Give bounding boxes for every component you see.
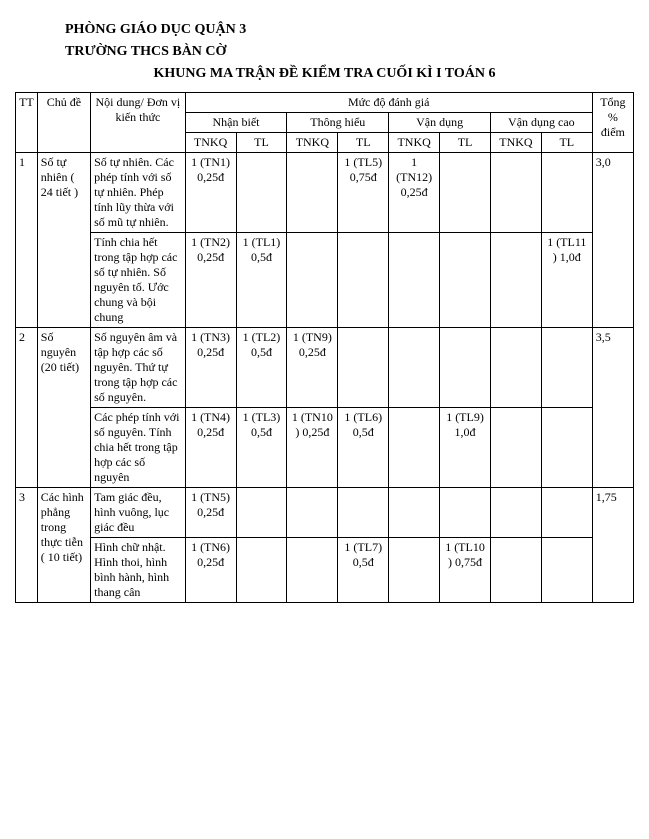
cell-value xyxy=(490,408,541,488)
cell-value xyxy=(541,328,592,408)
cell-value xyxy=(541,538,592,603)
cell-value: 1 (TL7) 0,5đ xyxy=(338,538,389,603)
cell-value: 1 (TN1) 0,25đ xyxy=(185,153,236,233)
cell-tong: 3,0 xyxy=(592,153,633,328)
th-tl: TL xyxy=(338,133,389,153)
cell-value xyxy=(236,153,287,233)
cell-value: 1 (TL9) 1,0đ xyxy=(440,408,491,488)
cell-value xyxy=(287,488,338,538)
cell-noidung: Các phép tính với số nguyên. Tính chia h… xyxy=(91,408,186,488)
cell-value xyxy=(287,538,338,603)
table-row: 2Số nguyên (20 tiết)Số nguyên âm và tập … xyxy=(16,328,634,408)
th-noidung: Nội dung/ Đơn vị kiến thức xyxy=(91,93,186,153)
table-row: 3Các hình phẳng trong thực tiễn ( 10 tiế… xyxy=(16,488,634,538)
th-lv2: Thông hiểu xyxy=(287,113,389,133)
th-chude: Chủ đề xyxy=(37,93,90,153)
th-tnkq: TNKQ xyxy=(185,133,236,153)
cell-value: 1 (TN5) 0,25đ xyxy=(185,488,236,538)
cell-value: 1 (TN3) 0,25đ xyxy=(185,328,236,408)
cell-value xyxy=(541,408,592,488)
th-tnkq: TNKQ xyxy=(490,133,541,153)
cell-value xyxy=(490,488,541,538)
cell-value: 1 (TN10 ) 0,25đ xyxy=(287,408,338,488)
cell-value xyxy=(287,153,338,233)
cell-value xyxy=(490,153,541,233)
table-row: Tính chia hết trong tập hợp các số tự nh… xyxy=(16,233,634,328)
cell-value: 1 (TL11 ) 1,0đ xyxy=(541,233,592,328)
th-tong: Tổng % điểm xyxy=(592,93,633,153)
table-row: Hình chữ nhật. Hình thoi, hình bình hành… xyxy=(16,538,634,603)
cell-value xyxy=(287,233,338,328)
th-tl: TL xyxy=(541,133,592,153)
cell-value: 1 (TN9) 0,25đ xyxy=(287,328,338,408)
cell-tt: 3 xyxy=(16,488,38,603)
cell-noidung: Tính chia hết trong tập hợp các số tự nh… xyxy=(91,233,186,328)
th-tt: TT xyxy=(16,93,38,153)
cell-value xyxy=(236,538,287,603)
cell-value xyxy=(490,538,541,603)
cell-value xyxy=(338,488,389,538)
th-lv4: Vận dụng cao xyxy=(490,113,592,133)
cell-value xyxy=(389,408,440,488)
cell-value xyxy=(389,233,440,328)
table-row: 1Số tự nhiên ( 24 tiết )Số tự nhiên. Các… xyxy=(16,153,634,233)
cell-tong: 3,5 xyxy=(592,328,633,488)
cell-value: 1 (TL5) 0,75đ xyxy=(338,153,389,233)
cell-value xyxy=(490,328,541,408)
cell-tt: 2 xyxy=(16,328,38,488)
cell-value: 1 (TL2) 0,5đ xyxy=(236,328,287,408)
cell-value xyxy=(541,153,592,233)
cell-value xyxy=(440,488,491,538)
matrix-table: TT Chủ đề Nội dung/ Đơn vị kiến thức Mức… xyxy=(15,92,634,603)
th-tl: TL xyxy=(440,133,491,153)
cell-value xyxy=(440,328,491,408)
cell-noidung: Tam giác đều, hình vuông, lục giác đều xyxy=(91,488,186,538)
cell-noidung: Hình chữ nhật. Hình thoi, hình bình hành… xyxy=(91,538,186,603)
th-mucdo: Mức độ đánh giá xyxy=(185,93,592,113)
cell-value xyxy=(389,538,440,603)
th-lv3: Vận dụng xyxy=(389,113,491,133)
cell-value xyxy=(440,153,491,233)
cell-noidung: Số nguyên âm và tập hợp các số nguyên. T… xyxy=(91,328,186,408)
th-tl: TL xyxy=(236,133,287,153)
th-tnkq: TNKQ xyxy=(389,133,440,153)
cell-value: 1 (TN12) 0,25đ xyxy=(389,153,440,233)
cell-chude: Số tự nhiên ( 24 tiết ) xyxy=(37,153,90,328)
header-school: TRƯỜNG THCS BÀN CỜ xyxy=(65,44,634,60)
cell-value: 1 (TN2) 0,25đ xyxy=(185,233,236,328)
cell-value: 1 (TL3) 0,5đ xyxy=(236,408,287,488)
cell-value xyxy=(490,233,541,328)
table-body: 1Số tự nhiên ( 24 tiết )Số tự nhiên. Các… xyxy=(16,153,634,603)
cell-chude: Số nguyên (20 tiết) xyxy=(37,328,90,488)
cell-value: 1 (TL1) 0,5đ xyxy=(236,233,287,328)
th-lv1: Nhận biết xyxy=(185,113,287,133)
cell-value xyxy=(389,328,440,408)
cell-value: 1 (TL6) 0,5đ xyxy=(338,408,389,488)
cell-value: 1 (TN6) 0,25đ xyxy=(185,538,236,603)
cell-noidung: Số tự nhiên. Các phép tính với số tự nhi… xyxy=(91,153,186,233)
header-org: PHÒNG GIÁO DỤC QUẬN 3 xyxy=(65,22,634,38)
cell-chude: Các hình phẳng trong thực tiễn ( 10 tiết… xyxy=(37,488,90,603)
doc-title: KHUNG MA TRẬN ĐỀ KIỂM TRA CUỐI KÌ I TOÁN… xyxy=(15,66,634,82)
cell-value xyxy=(338,328,389,408)
th-tnkq: TNKQ xyxy=(287,133,338,153)
table-row: Các phép tính với số nguyên. Tính chia h… xyxy=(16,408,634,488)
cell-tong: 1,75 xyxy=(592,488,633,603)
cell-value: 1 (TN4) 0,25đ xyxy=(185,408,236,488)
cell-value xyxy=(440,233,491,328)
cell-value xyxy=(338,233,389,328)
cell-value xyxy=(389,488,440,538)
cell-value xyxy=(541,488,592,538)
table-head: TT Chủ đề Nội dung/ Đơn vị kiến thức Mức… xyxy=(16,93,634,153)
cell-tt: 1 xyxy=(16,153,38,328)
cell-value xyxy=(236,488,287,538)
cell-value: 1 (TL10 ) 0,75đ xyxy=(440,538,491,603)
